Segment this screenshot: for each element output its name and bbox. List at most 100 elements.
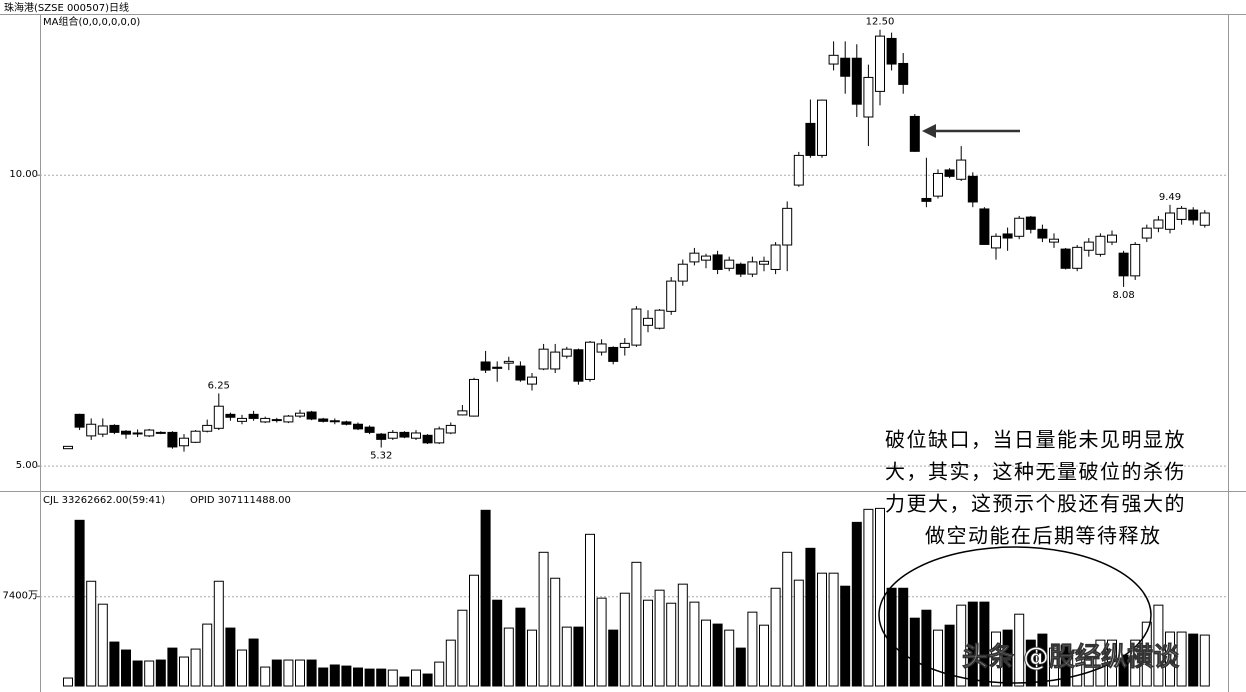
volume-bar	[190, 648, 201, 687]
candle-body	[538, 348, 549, 370]
candle-body	[666, 280, 677, 312]
volume-bar	[445, 639, 456, 687]
candle-body	[74, 413, 85, 428]
arrow-head	[922, 124, 936, 138]
volume-bar	[735, 647, 746, 687]
candle-body	[503, 360, 514, 364]
volume-bar	[863, 508, 874, 687]
y-tick-label: 5.00	[16, 460, 38, 471]
candle-body	[956, 159, 967, 180]
volume-bar	[991, 631, 1001, 687]
volume-bar	[1153, 604, 1164, 687]
volume-bar	[283, 659, 294, 687]
volume-title: CJL 33262662.00(59:41)	[43, 495, 165, 506]
candle-body	[759, 260, 769, 265]
candle-body	[480, 361, 491, 371]
candle-body	[260, 417, 271, 423]
volume-bar	[956, 604, 967, 687]
volume-bar	[1130, 639, 1141, 687]
candle-body	[109, 424, 120, 433]
candle-body	[1049, 238, 1059, 243]
y-tick-label: 7400万	[3, 591, 38, 602]
candle-body	[492, 366, 503, 369]
candle-body	[271, 419, 282, 422]
candle-body	[747, 261, 758, 275]
price-label: 5.32	[370, 451, 392, 462]
volume-bar	[921, 609, 932, 687]
volume-bar	[1037, 633, 1048, 687]
candle-body	[712, 254, 723, 270]
volume-bar	[747, 611, 758, 687]
volume-bar	[654, 589, 665, 687]
candle-body	[643, 317, 653, 326]
volume-bar	[411, 669, 421, 687]
volume-bar	[480, 509, 491, 687]
volume-bar	[1165, 631, 1175, 687]
volume-bar	[550, 577, 561, 687]
candle-body	[967, 175, 978, 203]
highlight-ellipse	[878, 546, 1152, 684]
volume-bar	[677, 583, 688, 687]
candle-body	[1165, 212, 1175, 230]
candle-body	[840, 57, 851, 77]
candle-body	[677, 263, 688, 282]
candle-body	[155, 431, 166, 434]
candle-body	[248, 413, 259, 419]
candle-body	[353, 423, 363, 430]
y-tick-label: 10.00	[9, 169, 38, 180]
volume-bar	[1002, 629, 1013, 687]
annotation-line: 力更大，这预示个股还有强大的	[885, 492, 1186, 516]
volume-bar	[1014, 613, 1025, 687]
volume-bar	[329, 664, 340, 687]
price-label: 6.25	[208, 380, 230, 391]
volume-bar	[573, 626, 584, 687]
volume-bar	[666, 602, 677, 687]
candle-body	[527, 376, 537, 385]
candle-body	[422, 434, 433, 444]
volume-bar	[503, 627, 514, 687]
volume-bar	[515, 607, 526, 687]
candle-body	[132, 432, 143, 435]
candle-body	[619, 342, 630, 348]
volume-bar	[886, 587, 897, 687]
volume-bar	[74, 519, 85, 687]
volume-bar	[828, 572, 839, 687]
volume-bar	[341, 665, 352, 687]
annotation-line: 破位缺口，当日量能未见明显放	[885, 428, 1186, 452]
volume-bar	[469, 574, 479, 687]
candle-body	[1141, 227, 1152, 239]
candle-body	[295, 412, 305, 417]
volume-bar	[399, 676, 410, 687]
candle-body	[1176, 207, 1187, 220]
candle-body	[573, 349, 584, 382]
volume-bar	[596, 597, 607, 687]
annotation-line: 做空动能在后期等待释放	[925, 524, 1162, 548]
candle-body	[909, 115, 920, 152]
candle-body	[1130, 243, 1141, 277]
volume-bar	[97, 603, 108, 687]
candle-body	[770, 244, 781, 270]
volume-bar	[851, 521, 862, 687]
candle-body	[933, 172, 943, 197]
volume-bar	[1025, 639, 1036, 687]
candle-body	[411, 432, 421, 439]
volume-bar	[457, 609, 468, 687]
volume-bar	[364, 668, 375, 687]
candle-body	[376, 433, 387, 440]
candle-body	[306, 411, 317, 420]
volume-bar	[1199, 634, 1210, 687]
candle-body	[851, 57, 862, 105]
volume-bar	[944, 624, 955, 687]
ma-legend: MA组合(0,0,0,0,0,0)	[43, 15, 140, 28]
candle-body	[817, 99, 827, 156]
volume-bar	[527, 629, 537, 687]
candle-body	[237, 417, 247, 422]
candle-body	[1037, 228, 1048, 239]
candle-body	[654, 309, 665, 329]
volume-bar	[121, 649, 131, 687]
volume-bar	[132, 660, 143, 687]
candle-body	[202, 424, 213, 432]
volume-bar	[63, 677, 73, 687]
candle-body	[1002, 233, 1013, 239]
